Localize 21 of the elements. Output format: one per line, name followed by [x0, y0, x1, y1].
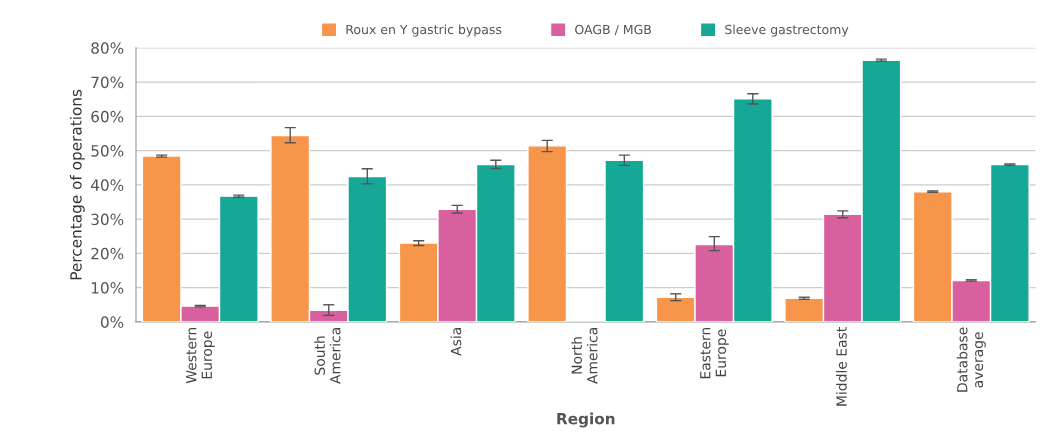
x-tick-label: North America: [571, 328, 598, 384]
legend-label: Roux en Y gastric bypass: [346, 24, 502, 37]
y-tick-label: 30%: [91, 213, 124, 226]
y-tick-label: 60%: [91, 110, 124, 123]
x-tick-label: South America: [314, 328, 341, 384]
y-tick-label: 80%: [91, 42, 124, 54]
x-tick-label: Asia: [450, 328, 462, 356]
x-tick-label: Middle East: [836, 327, 847, 406]
y-tick-label: 20%: [91, 247, 124, 260]
y-tick-label: 40%: [90, 179, 124, 191]
x-tick-label: Eastern Europe: [700, 327, 729, 379]
legend-label: Sleeve gastrectomy: [725, 24, 849, 37]
y-axis-title: Percentage of operations: [69, 89, 85, 280]
y-tick-label: 0%: [100, 316, 124, 328]
y-tick-label: 70%: [91, 76, 124, 89]
x-tick-label: Database average: [956, 327, 986, 392]
x-axis-title: Region: [557, 412, 615, 428]
y-tick-label: 10%: [91, 282, 124, 294]
legend-label: OAGB / MGB: [575, 24, 651, 36]
y-tick-label: 50%: [91, 145, 124, 157]
x-tick-label: Western Europe: [186, 327, 215, 384]
